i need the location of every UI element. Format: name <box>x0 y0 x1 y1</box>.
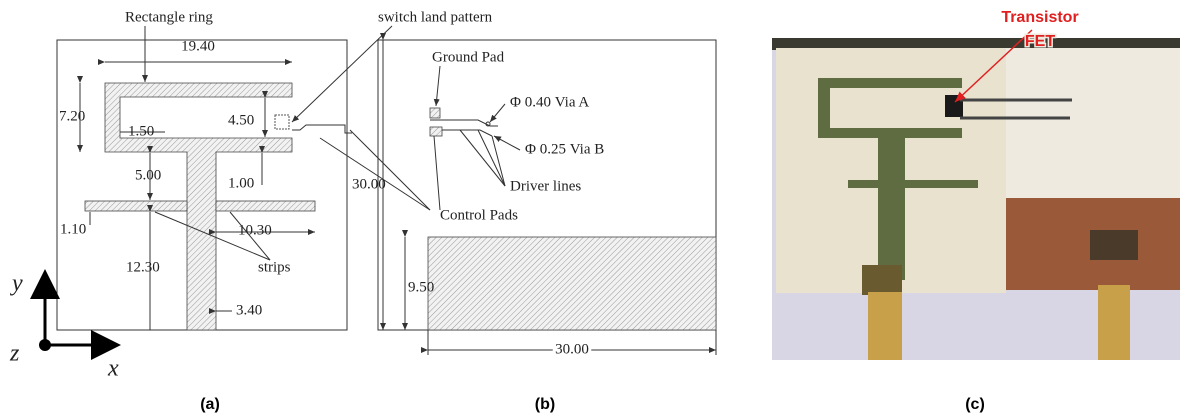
axis-label: x <box>107 356 119 382</box>
axis-label: y <box>10 271 23 297</box>
photo <box>1090 230 1138 260</box>
dimension-line <box>229 211 271 261</box>
label: 1.00 <box>228 175 254 191</box>
dimension-line <box>77 26 315 330</box>
leader-line <box>319 137 431 211</box>
photo <box>945 95 963 117</box>
label: Φ 0.40 Via A <box>510 94 589 110</box>
dimension-line <box>380 33 717 355</box>
leader-line <box>291 25 393 123</box>
label: Φ 0.25 Via B <box>525 141 604 157</box>
label: strips <box>258 259 291 275</box>
antenna-shape <box>215 200 316 212</box>
label: 10.30 <box>238 222 272 238</box>
dimension-line <box>154 211 271 261</box>
feed-structure <box>442 129 493 137</box>
panel-c: Transistor FET (c) <box>772 9 1180 413</box>
caption: (a) <box>200 396 220 413</box>
antenna-shape <box>84 200 188 212</box>
label: 3.40 <box>236 302 262 318</box>
panel-a: Rectangle ring 19.40 7.20 1.50 4.50 5.00… <box>9 9 352 413</box>
label: 9.50 <box>408 279 434 295</box>
caption: (b) <box>535 396 555 413</box>
label: Rectangle ring <box>125 9 213 25</box>
label: Driver lines <box>510 178 581 194</box>
photo <box>772 38 1180 360</box>
dimension-line <box>459 129 506 187</box>
feed-structure <box>429 107 498 137</box>
label: Control Pads <box>440 207 518 223</box>
label: 12.30 <box>126 259 160 275</box>
annotation-arrow <box>954 29 1033 103</box>
leader-line <box>349 129 431 211</box>
dimension-line <box>493 135 521 151</box>
annotation: FET <box>1025 33 1055 50</box>
label: 1.50 <box>128 123 154 139</box>
dimension-line <box>477 129 506 187</box>
coordinate-axes <box>30 269 121 360</box>
label: 30.00 <box>352 176 386 192</box>
leader-line <box>291 25 431 211</box>
photo <box>772 38 1180 50</box>
coordinate-axes <box>39 339 51 351</box>
label: switch land pattern <box>378 9 493 25</box>
annotation: Transistor <box>1001 9 1078 26</box>
feed-structure <box>430 119 498 127</box>
label: 1.10 <box>60 221 86 237</box>
ground-plane <box>427 236 717 331</box>
label: 5.00 <box>135 167 161 183</box>
dimension-line <box>489 103 506 123</box>
label: 30.00 <box>555 341 589 357</box>
photo <box>818 78 962 280</box>
axis-label: z <box>9 341 20 367</box>
feed-structure <box>485 121 491 127</box>
label: 7.20 <box>59 108 85 124</box>
antenna-shape <box>292 124 352 134</box>
photo <box>868 292 902 360</box>
caption: (c) <box>965 396 985 413</box>
antenna-shape <box>84 82 352 331</box>
antenna-shape <box>274 114 290 130</box>
dimension-line <box>433 135 441 211</box>
photo <box>848 180 978 188</box>
label: Ground Pad <box>432 49 505 65</box>
photo <box>1006 48 1180 198</box>
antenna-shape <box>104 82 293 331</box>
photo <box>1098 285 1130 360</box>
panel-b: Ground Pad Φ 0.40 Via A Φ 0.25 Via B Dri… <box>352 33 717 413</box>
dimension-line <box>433 65 441 107</box>
dimension-line <box>491 135 506 187</box>
feed-structure <box>429 126 443 137</box>
feed-structure <box>429 107 441 119</box>
label: 19.40 <box>181 38 215 54</box>
photo <box>862 265 902 295</box>
label: 4.50 <box>228 112 254 128</box>
